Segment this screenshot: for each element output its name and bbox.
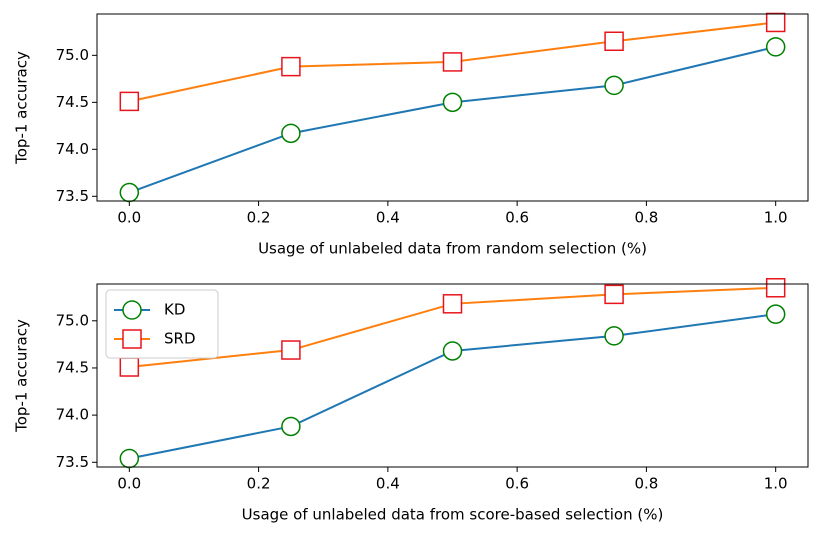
marker (604, 284, 624, 305)
x-tick-label: 0.2 (247, 475, 271, 493)
legend-label: KD (164, 301, 185, 319)
y-tick-label: 74.0 (56, 406, 89, 424)
legend-label: SRD (164, 330, 196, 348)
y-axis-label: Top-1 accuracy (13, 51, 31, 165)
y-tick-label: 74.0 (56, 140, 89, 158)
legend-marker (122, 300, 142, 320)
marker (281, 416, 301, 437)
marker (604, 31, 624, 52)
marker (604, 75, 624, 96)
marker (604, 326, 624, 346)
y-tick-label: 75.0 (56, 311, 89, 329)
x-tick-label: 0.2 (247, 209, 271, 227)
x-axis-label: Usage of unlabeled data from score-based… (242, 506, 664, 524)
marker (281, 340, 301, 360)
marker (119, 91, 140, 112)
x-tick-label: 0.8 (634, 475, 658, 493)
plot-frame (96, 283, 809, 468)
marker (119, 448, 140, 469)
x-tick-label: 0.4 (376, 209, 400, 227)
marker (119, 182, 140, 203)
marker (765, 12, 786, 33)
x-tick-label: 0.4 (376, 475, 400, 493)
y-tick-label: 75.0 (56, 46, 89, 64)
plot-frame (96, 13, 809, 202)
x-tick-label: 0.8 (634, 209, 658, 227)
x-tick-label: 0.0 (117, 475, 141, 493)
marker (281, 123, 301, 144)
marker (442, 294, 463, 314)
x-tick-label: 1.0 (764, 209, 788, 227)
marker (442, 92, 463, 113)
y-tick-label: 73.5 (56, 187, 89, 205)
marker (442, 341, 463, 361)
y-tick-label: 74.5 (56, 93, 89, 111)
x-tick-label: 0.6 (505, 475, 529, 493)
marker (765, 304, 786, 324)
x-tick-label: 1.0 (764, 475, 788, 493)
x-tick-label: 0.6 (505, 209, 529, 227)
y-tick-label: 73.5 (56, 453, 89, 471)
y-tick-label: 74.5 (56, 358, 89, 376)
marker (119, 357, 140, 377)
y-axis-label: Top-1 accuracy (13, 319, 31, 433)
marker (281, 56, 301, 77)
marker (765, 37, 786, 57)
x-axis-label: Usage of unlabeled data from random sele… (258, 240, 647, 258)
legend-marker (122, 329, 142, 349)
marker (442, 52, 463, 72)
line (129, 313, 776, 460)
marker (765, 278, 786, 298)
x-tick-label: 0.0 (117, 209, 141, 227)
